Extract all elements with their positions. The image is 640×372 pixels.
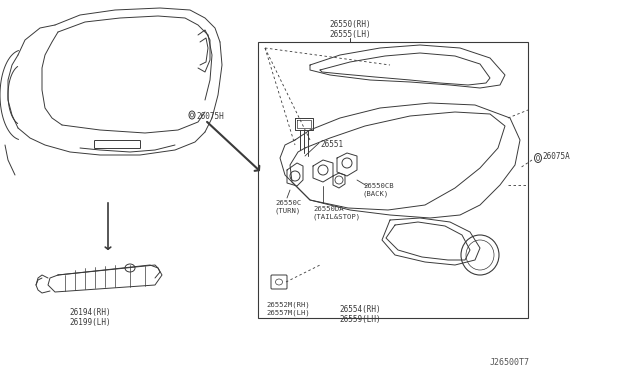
- Text: 26550(RH)
26555(LH): 26550(RH) 26555(LH): [329, 20, 371, 39]
- Text: 26550DA
(TAIL&STOP): 26550DA (TAIL&STOP): [313, 206, 361, 219]
- Text: 26550C
(TURN): 26550C (TURN): [275, 200, 301, 214]
- Text: 26550CB
(BACK): 26550CB (BACK): [363, 183, 394, 196]
- Text: 26554(RH)
26559(LH): 26554(RH) 26559(LH): [339, 305, 381, 324]
- Bar: [258, 42, 528, 318]
- Text: 26551: 26551: [320, 140, 343, 149]
- Text: 26075H: 26075H: [196, 112, 224, 121]
- Text: 26552M(RH)
26557M(LH): 26552M(RH) 26557M(LH): [266, 302, 310, 316]
- Text: 26194(RH)
26199(LH): 26194(RH) 26199(LH): [69, 308, 111, 327]
- Text: 26075A: 26075A: [542, 152, 570, 161]
- Text: J26500T7: J26500T7: [490, 358, 530, 367]
